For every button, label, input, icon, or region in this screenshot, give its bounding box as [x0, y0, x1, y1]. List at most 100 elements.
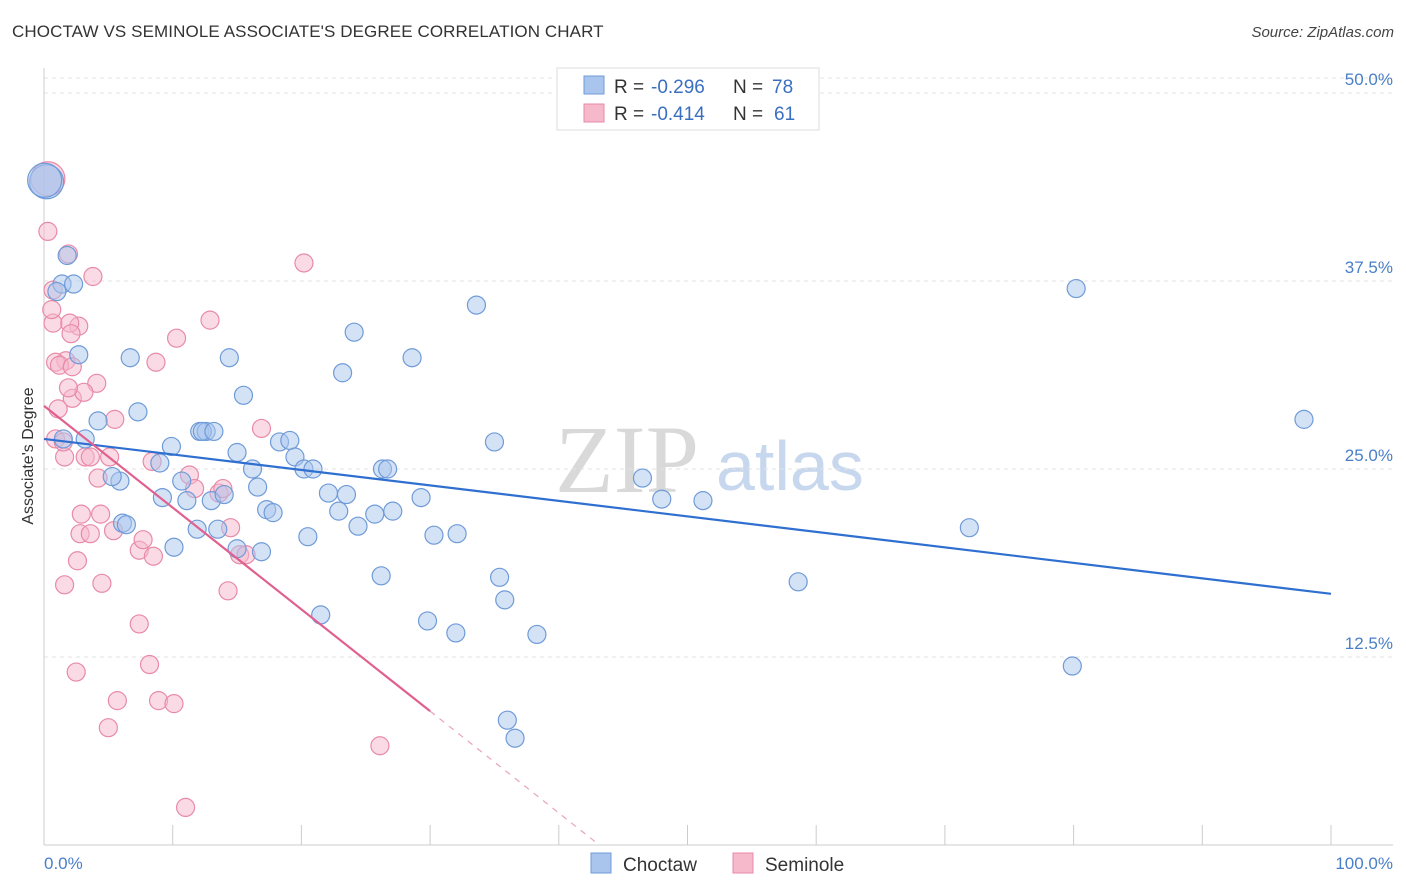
seminole-point [139, 654, 160, 675]
y-tick-label: 37.5% [1345, 258, 1393, 277]
seminole-point [98, 718, 118, 738]
choctaw-point [446, 623, 466, 643]
choctaw-point [365, 504, 385, 524]
seminole-point [107, 691, 127, 711]
legend-r-label-seminole: R = [614, 104, 644, 125]
choctaw-trend-line [43, 437, 1332, 595]
choctaw-point [219, 348, 239, 368]
seminole-point [129, 614, 149, 634]
choctaw-point [484, 432, 505, 452]
choctaw-point [88, 411, 108, 431]
watermark-atlas: atlas [716, 427, 864, 505]
seminole-point [80, 447, 100, 467]
choctaw-point [344, 322, 364, 342]
choctaw-point [652, 489, 672, 509]
seminole-point [133, 530, 153, 550]
choctaw-point [164, 537, 184, 557]
seminole-point [370, 736, 390, 756]
choctaw-point [47, 281, 67, 302]
choctaw-point [248, 477, 268, 497]
seminole-point [66, 662, 86, 682]
y-tick-label: 12.5% [1345, 634, 1393, 653]
seminole-point [166, 328, 187, 348]
choctaw-point [177, 491, 197, 511]
watermark: ZIP atlas [555, 406, 864, 513]
choctaw-point [280, 430, 300, 451]
choctaw-point [466, 295, 487, 315]
choctaw-point [208, 519, 228, 539]
choctaw-point [1294, 409, 1314, 429]
seminole-point [175, 797, 196, 818]
seminole-point [143, 546, 163, 566]
x-tick-label-min: 0.0% [44, 854, 83, 873]
choctaw-point [128, 402, 148, 422]
choctaw-point [69, 345, 89, 365]
choctaw-point [263, 503, 283, 523]
seminole-point [54, 575, 75, 595]
choctaw-point [172, 471, 192, 491]
choctaw-point [227, 539, 247, 559]
seminole-point [38, 221, 58, 241]
source-label: Source: ZipAtlas.com [1251, 24, 1394, 41]
seminole-point [294, 253, 314, 273]
seminole-point [92, 573, 112, 593]
gridlines [44, 77, 1393, 658]
x-tick-label-max: 100.0% [1335, 854, 1393, 873]
legend-r-value-choctaw: -0.296 [651, 77, 705, 98]
choctaw-point [57, 245, 77, 266]
choctaw-point [788, 572, 808, 592]
seminole-point [48, 399, 68, 419]
y-axis-label: Associate's Degree [20, 387, 37, 524]
legend-r-label-choctaw: R = [614, 77, 644, 98]
watermark-zip: ZIP [555, 406, 699, 513]
choctaw-point [102, 466, 122, 487]
seminole-point [71, 504, 91, 524]
legend-n-value-seminole: 61 [774, 104, 795, 125]
legend-swatch-choctaw [583, 75, 605, 95]
choctaw-point [150, 453, 170, 473]
choctaw-point [27, 162, 63, 198]
choctaw-point [348, 516, 368, 536]
choctaw-point [378, 459, 398, 479]
bottom-legend-swatch-seminole [732, 852, 754, 874]
bottom-legend-label-seminole: Seminole [765, 855, 844, 876]
choctaw-point [214, 484, 234, 505]
seminole-point [61, 324, 81, 344]
seminole-point [146, 352, 166, 372]
choctaw-point [227, 442, 247, 463]
seminole-point [218, 581, 238, 601]
seminole-point [58, 378, 79, 398]
choctaw-point [693, 491, 713, 511]
choctaw-point [447, 524, 467, 544]
seminole-point [83, 266, 103, 287]
choctaw-point [298, 527, 318, 547]
choctaw-point [303, 459, 323, 479]
seminole-point [91, 504, 111, 524]
choctaw-point [311, 605, 331, 625]
legend-r-value-seminole: -0.414 [651, 104, 705, 125]
choctaw-point [120, 348, 140, 368]
choctaw-point [64, 274, 84, 294]
choctaw-point [489, 567, 510, 587]
bottom-legend-label-choctaw: Choctaw [623, 855, 697, 876]
legend-n-label-choctaw: N = [733, 77, 763, 98]
seminole-point [251, 418, 272, 439]
choctaw-point [402, 348, 422, 368]
trend-lines [43, 404, 1332, 844]
choctaw-point [424, 525, 444, 545]
choctaw-point [233, 385, 254, 405]
choctaw-point [1066, 278, 1086, 299]
choctaw-point [411, 487, 431, 508]
legend-n-value-choctaw: 78 [772, 77, 793, 98]
seminole-point [164, 694, 184, 714]
choctaw-point [505, 728, 525, 748]
legend-n-label-seminole: N = [733, 104, 763, 125]
seminole-point [80, 524, 100, 544]
choctaw-point [959, 518, 979, 538]
chart-title: CHOCTAW VS SEMINOLE ASSOCIATE'S DEGREE C… [12, 22, 604, 41]
choctaw-point [527, 624, 547, 645]
choctaw-point [417, 611, 438, 631]
choctaw-point [318, 483, 339, 503]
choctaw-point [371, 566, 391, 586]
